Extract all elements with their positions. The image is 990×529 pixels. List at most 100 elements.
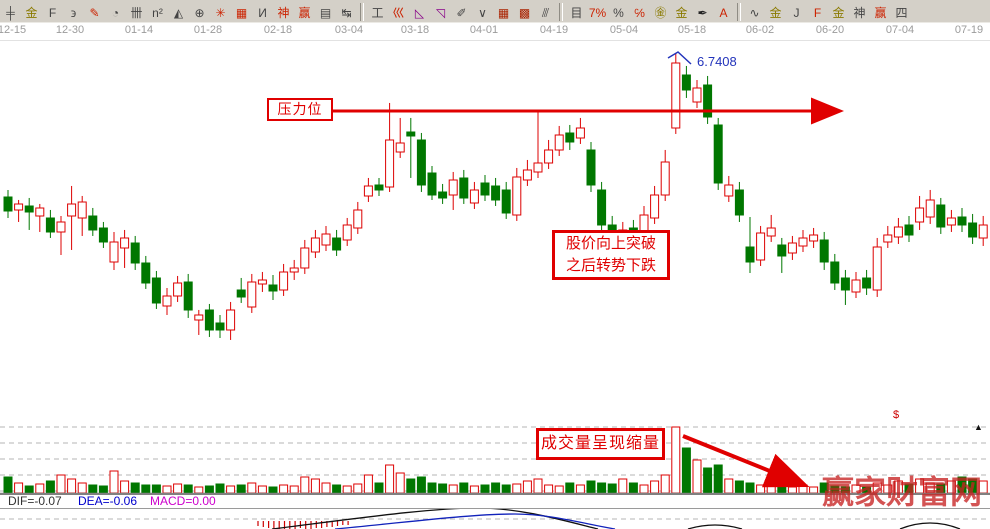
date-tick-label: 07-19 bbox=[954, 24, 984, 36]
date-axis: 12-15 12-30 01-14 01-28 02-18 03-04 03-18 04-01… bbox=[0, 22, 990, 41]
indicator-status-bar: DIF=-0.07 DEA=-0.06 MACD=0.00 bbox=[0, 495, 990, 509]
wave-mark-icon[interactable]: И bbox=[258, 6, 267, 20]
volume-bar bbox=[183, 484, 193, 494]
scroll-corner-icon[interactable]: ▲ bbox=[974, 422, 983, 432]
candle-body bbox=[893, 226, 903, 238]
volume-bar bbox=[141, 484, 151, 494]
candle-body bbox=[756, 232, 766, 261]
ying-tool-icon[interactable]: 赢 bbox=[298, 6, 311, 20]
gann-box-icon[interactable]: ◹ bbox=[435, 6, 446, 20]
candle-body bbox=[544, 149, 554, 164]
letter-a-line-icon[interactable]: A bbox=[719, 6, 728, 20]
dea-value: DEA=-0.06 bbox=[78, 494, 138, 508]
parallel-lines-icon[interactable]: ⫻ bbox=[541, 6, 550, 20]
volume-bar bbox=[480, 484, 490, 494]
volume-bar bbox=[501, 484, 511, 494]
volume-bar bbox=[342, 485, 352, 494]
gold-ruler-icon[interactable]: 金 bbox=[25, 6, 38, 20]
date-tick-label: 03-18 bbox=[400, 24, 430, 36]
candle-body bbox=[915, 207, 925, 223]
candle-body bbox=[332, 237, 342, 251]
spiral-tool-icon[interactable]: ϶ bbox=[70, 6, 77, 20]
ruler-grid-icon[interactable]: ▤ bbox=[319, 6, 332, 20]
starburst-icon[interactable]: ✳ bbox=[215, 6, 226, 20]
volume-bar bbox=[766, 483, 776, 494]
flag-triangle-icon[interactable]: ◭ bbox=[173, 6, 184, 20]
gann-frame-icon[interactable]: 工 bbox=[371, 6, 384, 20]
date-tick-label: 03-04 bbox=[334, 24, 364, 36]
crop-tool-icon[interactable]: ╪ bbox=[6, 6, 15, 20]
candle-body bbox=[204, 309, 214, 331]
candle-body bbox=[766, 227, 776, 237]
shen-diagonal-icon[interactable]: 神 bbox=[853, 6, 866, 20]
wave-overlay-icon[interactable]: ∿ bbox=[749, 6, 760, 20]
volume-bar bbox=[406, 478, 416, 494]
candle-body bbox=[374, 184, 384, 191]
gold-diagonal-icon[interactable]: 金 bbox=[832, 6, 845, 20]
candle-body bbox=[533, 162, 543, 173]
candle-body bbox=[501, 189, 511, 214]
volume-bar bbox=[289, 485, 299, 494]
breakout-comment-line1: 股价向上突破 bbox=[565, 235, 656, 252]
candle-body bbox=[289, 267, 299, 273]
candle-body bbox=[35, 207, 45, 217]
ying-diagonal-icon[interactable]: 赢 bbox=[874, 6, 887, 20]
si-diagonal-icon[interactable]: 四 bbox=[895, 6, 908, 20]
draw-pen-icon[interactable]: ✎ bbox=[89, 6, 100, 20]
toolbar: ╪ 金 F ϶ ✎ ◔ 卌 n² ◭ ⊕ ✳ ▦ И 神赢 ▤ ↹ 工巛 ◺ ◹ ✐ ∨ ▦ ▩ ⫻ 目 7%% ℅ ㊎金 ✒ A ∿ 金 J F… bbox=[0, 0, 990, 23]
candle-body bbox=[321, 233, 331, 246]
volume-bar bbox=[427, 482, 437, 494]
candle-body bbox=[448, 179, 458, 196]
candle-body bbox=[565, 132, 575, 143]
n-squared-icon[interactable]: n² bbox=[152, 6, 163, 20]
candle-body bbox=[703, 84, 713, 118]
volume-bar bbox=[787, 486, 797, 494]
ink-pen-icon[interactable]: ✒ bbox=[697, 6, 708, 20]
f-line-icon[interactable]: F bbox=[813, 6, 822, 20]
trend-pencil-icon[interactable]: ✐ bbox=[456, 6, 467, 20]
volume-bar bbox=[24, 485, 34, 494]
volume-bar bbox=[660, 474, 670, 494]
volume-bar bbox=[109, 470, 119, 494]
j-line-icon[interactable]: J bbox=[793, 6, 800, 20]
fibonacci-ruler-icon[interactable]: F bbox=[48, 6, 57, 20]
percent-icon[interactable]: % bbox=[613, 6, 624, 20]
peak-price-label: 6.7408 bbox=[697, 54, 737, 69]
gold-line-icon[interactable]: 金 bbox=[675, 6, 688, 20]
date-tick-label: 06-20 bbox=[815, 24, 845, 36]
red-grid-icon[interactable]: ▦ bbox=[497, 6, 510, 20]
candle-body bbox=[745, 246, 755, 263]
percent-minus-icon[interactable]: ℅ bbox=[634, 6, 645, 20]
cycle-circle-icon[interactable]: ◔ bbox=[111, 6, 120, 20]
span-arrows-icon[interactable]: ↹ bbox=[341, 6, 352, 20]
candle-body bbox=[109, 241, 119, 263]
candle-body bbox=[14, 203, 24, 211]
grid-box-icon[interactable]: ▩ bbox=[518, 6, 531, 20]
gold-circle-icon[interactable]: ㊎ bbox=[654, 6, 667, 20]
volume-bar bbox=[597, 482, 607, 494]
gann-fan-box-icon[interactable]: ◺ bbox=[414, 6, 425, 20]
compass-icon[interactable]: ⊕ bbox=[194, 6, 205, 20]
gold-underline-icon[interactable]: 金 bbox=[769, 6, 782, 20]
candle-body bbox=[363, 185, 373, 197]
candle-body bbox=[88, 215, 98, 231]
toolbar-separator bbox=[559, 3, 563, 21]
bar-chart-icon[interactable]: 目 bbox=[570, 6, 583, 20]
zigzag-icon[interactable]: ∨ bbox=[478, 6, 487, 20]
candle-body bbox=[491, 185, 501, 201]
volume-bar bbox=[809, 486, 819, 494]
candle-body bbox=[946, 217, 956, 226]
candle-body bbox=[978, 224, 988, 239]
candle-body bbox=[427, 172, 437, 196]
shen-tool-icon[interactable]: 神 bbox=[277, 6, 290, 20]
candle-body bbox=[24, 205, 34, 213]
candle-body bbox=[512, 176, 522, 216]
volume-bar bbox=[353, 483, 363, 494]
ruler-ticks-icon[interactable]: 卌 bbox=[130, 6, 143, 20]
percent-line-icon[interactable]: 7% bbox=[588, 6, 607, 20]
fan-lines-icon[interactable]: 巛 bbox=[392, 6, 405, 20]
volume-bar bbox=[734, 480, 744, 494]
grid-target-icon[interactable]: ▦ bbox=[235, 6, 248, 20]
volume-bar bbox=[448, 484, 458, 494]
